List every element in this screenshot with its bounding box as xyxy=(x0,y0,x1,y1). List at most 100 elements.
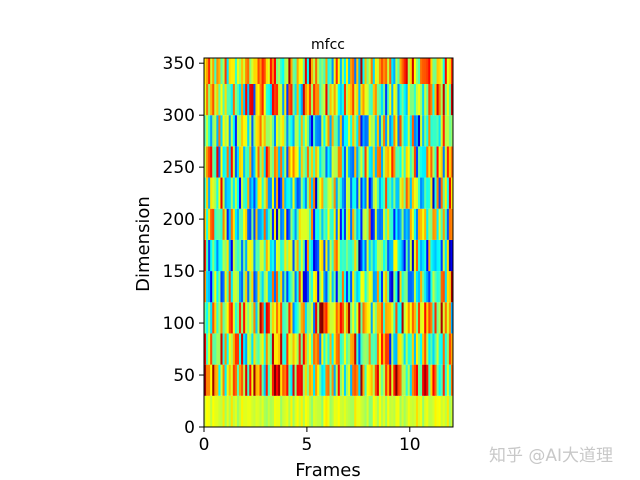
heatmap-cell xyxy=(380,83,384,116)
heatmap-cell xyxy=(401,146,405,178)
heatmap-cell xyxy=(354,302,357,334)
heatmap-cell xyxy=(403,364,407,396)
heatmap-cell xyxy=(241,364,244,396)
heatmap-cell xyxy=(232,395,236,427)
heatmap-cell xyxy=(216,333,219,365)
heatmap-cell xyxy=(234,395,238,427)
heatmap-cell xyxy=(236,177,240,209)
heatmap-cell xyxy=(430,58,433,84)
heatmap-cell xyxy=(259,395,263,427)
heatmap-cell xyxy=(286,302,289,334)
heatmap-cell xyxy=(422,395,425,427)
heatmap-cell xyxy=(393,364,396,396)
heatmap-cell xyxy=(282,177,285,209)
heatmap-cell xyxy=(300,395,304,427)
heatmap-cell xyxy=(395,146,398,178)
heatmap-cell xyxy=(317,333,320,365)
heatmap-cell xyxy=(413,333,417,365)
heatmap-cell xyxy=(261,115,265,147)
heatmap-cell xyxy=(409,146,413,178)
heatmap-cell xyxy=(325,208,328,240)
heatmap-cell xyxy=(409,115,413,147)
heatmap-cell xyxy=(440,239,444,272)
heatmap-cell xyxy=(405,364,409,396)
heatmap-cell xyxy=(323,146,326,178)
heatmap-cell xyxy=(372,58,376,84)
heatmap-cell xyxy=(247,395,250,427)
heatmap-cell xyxy=(432,58,435,84)
heatmap-cell xyxy=(354,83,357,116)
heatmap-cell xyxy=(228,146,232,178)
heatmap-cell xyxy=(253,333,256,365)
heatmap-cell xyxy=(337,395,341,427)
heatmap-cell xyxy=(335,239,339,272)
heatmap-cell xyxy=(446,208,450,240)
heatmap-cell xyxy=(308,177,312,209)
heatmap-cell xyxy=(360,302,363,334)
heatmap-cell xyxy=(282,83,285,116)
heatmap-cell xyxy=(403,83,407,116)
heatmap-cell xyxy=(385,115,388,147)
heatmap-cell xyxy=(271,83,275,116)
heatmap-cell xyxy=(343,395,347,427)
heatmap-cell xyxy=(389,146,392,178)
heatmap-cell xyxy=(243,395,246,427)
heatmap-cell xyxy=(422,302,425,334)
heatmap-cell xyxy=(422,271,425,303)
heatmap-cell xyxy=(286,333,289,365)
heatmap-cell xyxy=(214,333,217,365)
heatmap-cell xyxy=(315,115,318,147)
heatmap-cell xyxy=(329,302,332,334)
heatmap-cell xyxy=(321,333,324,365)
heatmap-cell xyxy=(319,58,322,84)
heatmap-cell xyxy=(251,302,254,334)
heatmap-cell xyxy=(376,177,380,209)
heatmap-cell xyxy=(391,302,394,334)
heatmap-cell xyxy=(403,208,407,240)
heatmap-cell xyxy=(368,302,372,334)
heatmap-cell xyxy=(401,177,405,209)
heatmap-cell xyxy=(345,364,349,396)
heatmap-cell xyxy=(422,333,425,365)
heatmap-cell xyxy=(352,177,355,209)
heatmap-cell xyxy=(438,364,442,396)
heatmap-cell xyxy=(343,239,347,272)
heatmap-cell xyxy=(411,271,415,303)
heatmap-cell xyxy=(438,271,442,303)
heatmap-cell xyxy=(424,208,427,240)
heatmap-cell xyxy=(263,239,267,272)
heatmap-cell xyxy=(395,208,398,240)
heatmap-cell xyxy=(311,302,314,334)
heatmap-cell xyxy=(261,395,265,427)
heatmap-cell xyxy=(366,271,370,303)
heatmap-cell xyxy=(348,115,351,147)
heatmap-cell xyxy=(271,364,275,396)
heatmap-cell xyxy=(397,333,400,365)
heatmap-cell xyxy=(418,177,421,209)
heatmap-cell xyxy=(243,115,246,147)
heatmap-cell xyxy=(380,58,384,84)
heatmap-cell xyxy=(243,333,246,365)
heatmap-cell xyxy=(446,302,450,334)
heatmap-cell xyxy=(341,208,345,240)
heatmap-cell xyxy=(339,146,343,178)
heatmap-cell xyxy=(224,177,228,209)
heatmap-cell xyxy=(206,83,209,116)
heatmap-cell xyxy=(364,58,367,84)
heatmap-cell xyxy=(259,146,263,178)
heatmap-cell xyxy=(267,395,271,427)
heatmap-cell xyxy=(360,395,363,427)
heatmap-cell xyxy=(245,302,248,334)
heatmap-cell xyxy=(366,364,370,396)
heatmap-cell xyxy=(366,177,370,209)
heatmap-cell xyxy=(385,302,388,334)
y-tick-label: 0 xyxy=(184,418,195,438)
heatmap-cell xyxy=(317,395,320,427)
heatmap-cell xyxy=(230,302,234,334)
heatmap-cell xyxy=(265,115,269,147)
heatmap-cell xyxy=(426,333,429,365)
heatmap-cell xyxy=(294,115,298,147)
heatmap-cell xyxy=(383,58,386,84)
heatmap-cell xyxy=(397,208,400,240)
heatmap-cell xyxy=(333,83,337,116)
